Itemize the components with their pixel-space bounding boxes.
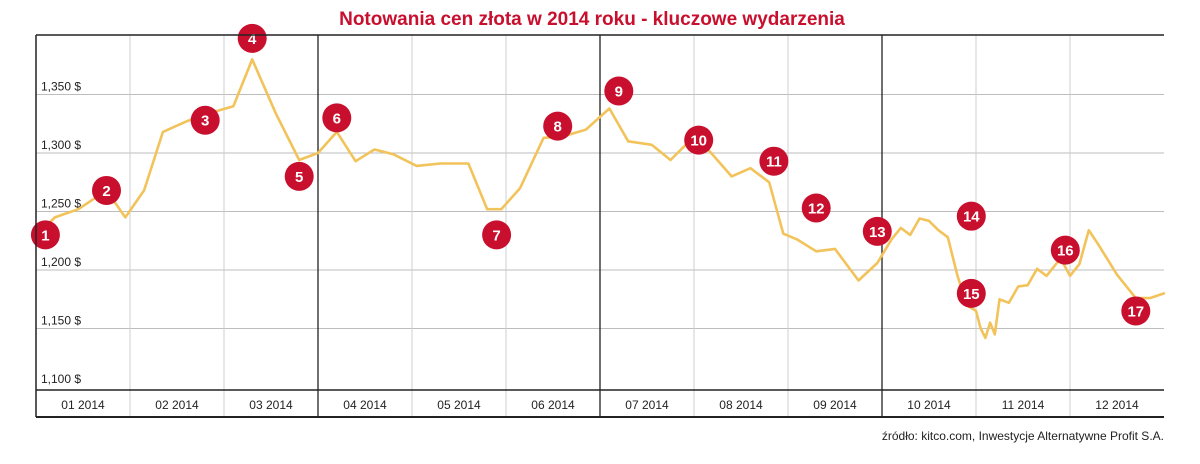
event-marker-label: 15: [963, 286, 980, 303]
gold-price-line: [34, 58, 1166, 340]
event-marker-14: [956, 201, 986, 231]
event-marker-label: 1: [41, 227, 49, 244]
x-tick-label: 08 2014: [719, 398, 763, 412]
event-marker-label: 8: [554, 119, 562, 136]
event-marker-5: [284, 161, 314, 191]
x-tick-label: 10 2014: [907, 398, 951, 412]
event-marker-10: [684, 125, 714, 155]
series-layer: [34, 58, 1166, 340]
x-tick-label: 06 2014: [531, 398, 575, 412]
event-marker-13: [862, 216, 892, 246]
event-marker-17: [1121, 296, 1151, 326]
event-marker-15: [956, 278, 986, 308]
event-marker-16: [1050, 235, 1080, 265]
x-tick-label: 03 2014: [249, 398, 293, 412]
y-tick-label: 1,100 $: [41, 372, 81, 386]
y-tick-label: 1,150 $: [41, 314, 81, 328]
x-tick-label: 05 2014: [437, 398, 481, 412]
event-marker-9: [604, 76, 634, 106]
event-marker-label: 7: [492, 227, 500, 244]
x-tick-label: 04 2014: [343, 398, 387, 412]
source-note: źródło: kitco.com, Inwestycje Alternatyw…: [882, 429, 1164, 443]
y-tick-label: 1,300 $: [41, 138, 81, 152]
event-marker-label: 13: [869, 224, 886, 241]
event-marker-2: [92, 175, 121, 205]
x-tick-label: 11 2014: [1002, 398, 1045, 412]
chart-title: Notowania cen złota w 2014 roku - kluczo…: [339, 9, 845, 30]
event-marker-label: 14: [963, 209, 980, 226]
x-tick-label: 09 2014: [813, 398, 857, 412]
event-marker-label: 6: [333, 110, 341, 127]
event-marker-1: [30, 220, 60, 250]
event-marker-label: 9: [615, 83, 623, 100]
month-separators: [129, 35, 1071, 417]
event-marker-4: [237, 23, 267, 53]
event-marker-label: 11: [766, 154, 782, 171]
event-marker-label: 3: [201, 113, 209, 130]
event-marker-label: 16: [1057, 243, 1074, 260]
y-tick-label: 1,350 $: [41, 80, 81, 94]
x-axis-ticks: 01 2014 02 2014 03 2014 04 2014 05 2014 06 20…: [61, 398, 1139, 412]
event-marker-label: 12: [808, 200, 825, 217]
event-marker-8: [543, 111, 573, 141]
event-marker-6: [322, 103, 352, 133]
event-marker-7: [482, 220, 512, 250]
y-tick-label: 1,250 $: [41, 197, 81, 211]
event-marker-12: [801, 193, 831, 223]
y-axis-ticks: 1,100 $ 1,150 $ 1,200 $ 1,250 $ 1,300 $ 1,350…: [41, 80, 81, 387]
x-tick-label: 01 2014: [61, 398, 105, 412]
event-marker-label: 4: [248, 31, 257, 48]
event-marker-label: 17: [1127, 303, 1144, 320]
event-marker-label: 2: [102, 183, 110, 200]
event-marker-11: [759, 146, 789, 176]
x-tick-label: 07 2014: [625, 398, 669, 412]
event-marker-label: 5: [295, 169, 303, 186]
y-tick-label: 1,200 $: [41, 255, 81, 269]
x-tick-label: 02 2014: [155, 398, 199, 412]
event-marker-3: [190, 105, 220, 135]
event-marker-label: 10: [690, 133, 707, 150]
x-tick-label: 12 2014: [1095, 398, 1139, 412]
